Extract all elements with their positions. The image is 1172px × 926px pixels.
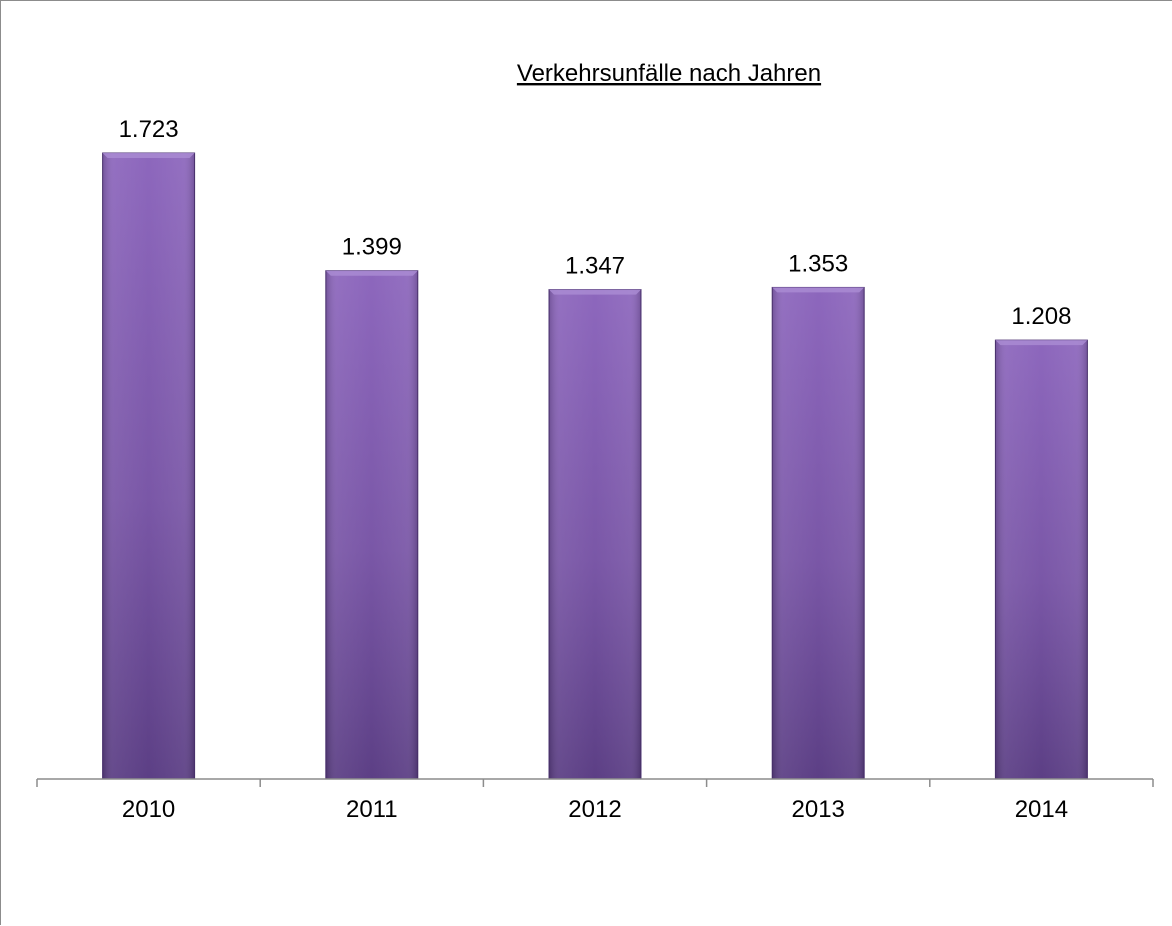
x-tick-label-2014: 2014 [1015,796,1068,823]
bar-bevel [995,340,1088,346]
bar-bevel [772,287,865,293]
data-labels-layer: 1.723 1.399 1.347 1.353 1.208 [119,116,1072,330]
bar-2010 [102,152,196,780]
data-label-2013: 1.353 [788,250,848,277]
data-label-2011: 1.399 [342,234,402,261]
bar-sheen [325,270,418,779]
bar-bevel [325,270,418,276]
x-tick-label-2011: 2011 [346,796,398,823]
x-axis: 2010 2011 2012 2013 2014 [36,778,1154,823]
data-label-2014: 1.208 [1011,303,1071,330]
bar-sheen [549,289,641,779]
bar-2011 [325,270,419,780]
bar-2014 [994,339,1088,780]
bar-sheen [995,340,1088,779]
bar-sheen [102,153,195,779]
x-tick-label-2013: 2013 [792,796,845,823]
bar-2013 [771,286,865,780]
chart-title: Verkehrsunfälle nach Jahren [517,60,821,87]
x-tick-label-2012: 2012 [568,796,621,823]
bar-bevel [102,153,195,158]
bar-bevel [549,289,641,295]
bars-layer [102,152,1088,780]
data-label-2012: 1.347 [565,253,625,280]
data-label-2010: 1.723 [119,116,179,143]
bar-sheen [772,287,865,779]
x-tick-label-2010: 2010 [122,796,175,823]
bar-2012 [548,289,642,780]
